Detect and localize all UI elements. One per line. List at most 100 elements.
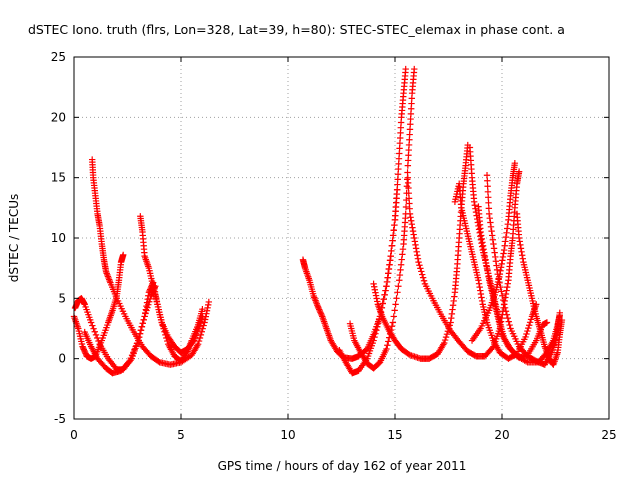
data-point	[478, 297, 486, 305]
data-point	[402, 203, 410, 211]
data-point	[502, 233, 510, 241]
data-point	[136, 330, 144, 337]
data-point	[144, 295, 151, 303]
data-point	[441, 339, 448, 347]
data-point	[126, 357, 133, 365]
data-point	[475, 280, 483, 287]
data-point	[391, 221, 398, 229]
data-point	[399, 251, 406, 258]
data-point	[137, 327, 145, 334]
data-point	[315, 306, 323, 313]
data-point	[203, 307, 211, 314]
data-point	[524, 327, 531, 335]
data-point	[132, 343, 139, 350]
data-point	[371, 333, 378, 341]
data-point	[478, 235, 486, 243]
data-point	[388, 247, 395, 255]
data-point	[315, 304, 322, 312]
data-point	[501, 297, 508, 305]
data-point	[489, 236, 497, 243]
x-tick-label: 15	[387, 428, 402, 442]
data-point	[415, 258, 422, 266]
data-point	[448, 314, 455, 322]
data-point	[485, 205, 493, 212]
data-point	[448, 310, 456, 318]
x-tick-label: 25	[601, 428, 616, 442]
data-point	[492, 253, 499, 261]
data-point	[505, 318, 512, 325]
data-point	[81, 347, 88, 354]
data-point	[316, 307, 323, 315]
data-point	[131, 346, 138, 353]
data-point	[419, 274, 427, 281]
data-point	[501, 304, 509, 312]
data-point	[511, 159, 519, 167]
data-point	[370, 280, 377, 288]
data-point	[384, 274, 391, 281]
data-point	[143, 299, 151, 306]
data-point	[503, 287, 510, 294]
data-point	[526, 319, 534, 326]
data-point	[87, 319, 95, 326]
data-point	[94, 334, 101, 342]
data-point	[478, 232, 485, 239]
data-point	[411, 65, 418, 73]
data-point	[479, 239, 486, 246]
data-point	[204, 304, 211, 312]
chart-title: dSTEC Iono. truth (flrs, Lon=328, Lat=39…	[28, 22, 565, 37]
data-point	[135, 333, 143, 341]
data-point	[394, 289, 401, 296]
data-point	[383, 278, 391, 286]
data-point	[390, 313, 397, 320]
data-point	[402, 65, 409, 73]
data-point	[372, 330, 379, 337]
data-point	[503, 229, 510, 237]
data-point	[414, 252, 421, 259]
data-point	[141, 313, 148, 320]
data-point	[142, 306, 150, 313]
data-point	[374, 323, 381, 330]
data-point	[419, 271, 426, 278]
data-point	[478, 294, 485, 301]
data-point	[373, 295, 380, 302]
data-point	[502, 238, 509, 245]
data-point	[503, 225, 511, 232]
data-point	[127, 354, 135, 362]
data-point	[420, 277, 428, 284]
data-point	[491, 249, 498, 256]
data-point	[482, 256, 489, 263]
data-point	[142, 309, 149, 317]
data-point	[385, 270, 392, 277]
data-points	[70, 65, 566, 377]
data-point	[487, 223, 495, 230]
data-point	[90, 325, 97, 332]
data-point	[139, 320, 146, 327]
data-point	[120, 251, 127, 259]
y-tick-label: 15	[51, 171, 66, 185]
data-point	[205, 301, 212, 309]
data-point	[443, 330, 451, 338]
data-point	[189, 338, 197, 345]
data-point	[382, 287, 389, 294]
data-point	[516, 238, 523, 245]
series-16	[513, 210, 566, 368]
data-point	[441, 336, 449, 344]
data-point	[143, 302, 150, 310]
data-point	[500, 296, 507, 304]
data-point	[504, 314, 512, 322]
data-point	[442, 333, 450, 341]
data-point	[381, 291, 388, 299]
series-15	[468, 159, 519, 344]
data-point	[194, 340, 202, 348]
data-point	[522, 358, 530, 365]
data-point	[480, 246, 487, 253]
x-tick-label: 0	[70, 428, 78, 442]
x-tick-label: 5	[177, 428, 185, 442]
data-point	[408, 221, 416, 228]
data-point	[390, 227, 397, 234]
data-point	[523, 330, 530, 338]
data-point	[492, 258, 500, 265]
y-tick-label: 25	[51, 50, 66, 64]
data-point	[396, 277, 403, 284]
data-point	[399, 246, 407, 253]
